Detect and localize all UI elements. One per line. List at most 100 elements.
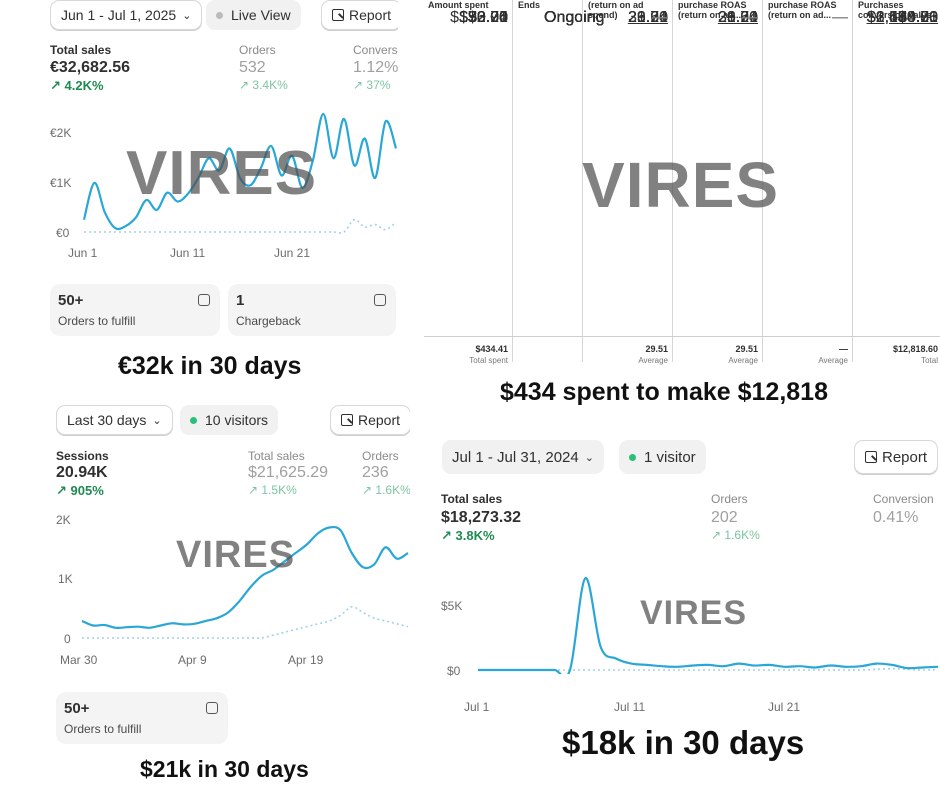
column-header[interactable]: Purchases conversion value — [858, 0, 932, 20]
watermark: VIRES — [582, 149, 780, 221]
inbox-icon — [198, 294, 210, 306]
table-cell-value[interactable]: $0.00 — [897, 9, 938, 26]
table-cell-roas1[interactable]: 26.90 — [627, 9, 668, 26]
metric-change-value: 4.2K% — [64, 78, 104, 93]
report-icon — [865, 451, 877, 463]
table-cell-spent: $0.00 — [467, 9, 508, 26]
date-range-label: Jul 1 - Jul 31, 2024 — [452, 448, 579, 466]
column-header[interactable]: (return on ad spend) — [588, 0, 644, 20]
metric-label: Total sales — [248, 449, 305, 463]
y-tick-label: €2K — [50, 126, 72, 140]
table-cell-spent: $0.00 — [467, 9, 508, 26]
column-divider — [512, 0, 513, 362]
table-cell-value[interactable]: $0.00 — [897, 9, 938, 26]
metric-change: ↗ 3.4K% — [239, 78, 288, 92]
visitors-button[interactable]: 10 visitors — [180, 405, 279, 435]
metric-change: ↗ 4.2K% — [50, 78, 104, 93]
table-cell-value[interactable]: $0.00 — [897, 9, 938, 26]
metric-change: ↗ 1.5K% — [248, 483, 297, 497]
table-cell-roas1[interactable]: 29.24 — [627, 9, 668, 26]
table-cell-spent: $73.21 — [459, 9, 508, 26]
total-roas-label: Average — [728, 356, 758, 365]
total-spent: $434.41 — [475, 344, 508, 354]
table-cell-roas2[interactable]: 33.71 — [717, 9, 758, 26]
metric-label: Convers — [353, 43, 398, 57]
table-cell-roas2[interactable]: 21.60 — [717, 9, 758, 26]
card-value: 50+ — [58, 292, 84, 309]
table-cell-roas1: — — [652, 9, 668, 26]
table-cell-roas2[interactable]: 26.90 — [717, 9, 758, 26]
metric-change-value: 1.6K% — [375, 483, 410, 497]
report-button[interactable]: Report — [321, 0, 398, 30]
column-header[interactable]: Amount spent — [428, 0, 489, 10]
y-tick-label: 0 — [64, 632, 71, 646]
live-view-button[interactable]: Live View — [206, 0, 301, 30]
table-cell-ends: Ongoing — [544, 9, 605, 26]
report-button[interactable]: Report — [854, 440, 939, 474]
clipboard-icon — [374, 294, 386, 306]
date-range-button[interactable]: Jun 1 - Jul 1, 2025 ⌄ — [50, 0, 203, 30]
x-tick-label: Jun 1 — [68, 246, 98, 260]
column-divider — [672, 0, 673, 362]
table-cell-value[interactable]: $2,140.83 — [866, 9, 938, 26]
table-cell-roas1: — — [652, 9, 668, 26]
metric-change: ↗ 905% — [56, 483, 104, 498]
table-cell-value[interactable]: $1,574.70 — [866, 9, 938, 26]
table-cell-roas2: — — [742, 9, 758, 26]
table-cell-roas1[interactable]: 21.60 — [627, 9, 668, 26]
metric-value: $21,625.29 — [248, 464, 329, 481]
column-divider — [762, 0, 763, 362]
metric-value: 20.94K — [56, 464, 108, 481]
column-header[interactable]: purchase ROAS (return on ad... — [768, 0, 837, 20]
table-cell-value[interactable]: $0.00 — [897, 9, 938, 26]
total-roas: 29.51 — [645, 344, 668, 354]
table-cell-value[interactable]: $6,608.21 — [866, 9, 938, 26]
x-tick-label: Apr 19 — [288, 653, 324, 667]
visitors-label: 1 visitor — [644, 448, 696, 466]
report-label: Report — [358, 412, 401, 428]
table-cell-roas3: — — [832, 9, 848, 26]
report-label: Report — [349, 7, 392, 23]
visitors-button[interactable]: 1 visitor — [619, 440, 706, 474]
report-icon — [332, 9, 344, 21]
x-tick-label: Jun 21 — [274, 246, 311, 260]
table-cell-roas1[interactable]: 33.71 — [627, 9, 668, 26]
table-cell-spent: $196.04 — [450, 9, 508, 26]
table-cell-roas2[interactable]: 29.24 — [717, 9, 758, 26]
date-range-button[interactable]: Last 30 days ⌄ — [56, 405, 173, 435]
table-cell-value[interactable]: $0.00 — [897, 9, 938, 26]
x-tick-label: Jul 11 — [614, 700, 646, 714]
table-cell-ends: Ongoing — [544, 9, 605, 26]
date-range-label: Last 30 days — [67, 412, 147, 428]
report-button[interactable]: Report — [330, 405, 410, 435]
chargeback-card[interactable]: 1 Chargeback — [228, 284, 396, 336]
table-cell-value[interactable]: $0.00 — [897, 9, 938, 26]
x-tick-label: Jul 21 — [768, 700, 801, 714]
table-cell-value[interactable]: $0.00 — [897, 9, 938, 26]
report-icon — [341, 414, 353, 426]
chevron-down-icon: ⌄ — [584, 451, 594, 464]
metric-change: ↗ 3.8K% — [441, 528, 495, 543]
metric-value: 1.12% — [353, 59, 398, 76]
orders-to-fulfill-card[interactable]: 50+ Orders to fulfill — [50, 284, 220, 336]
y-tick-label: €0 — [56, 226, 70, 240]
table-cell-ends: Ongoing — [544, 9, 605, 26]
table-cell-value[interactable]: $2,494.86 — [866, 9, 938, 26]
status-dot-icon — [216, 11, 223, 19]
primary-series-line — [81, 525, 409, 630]
total-roas: — — [839, 344, 848, 354]
column-header[interactable]: purchase ROAS (return on ad... — [678, 0, 747, 20]
table-cell-spent: $0.00 — [467, 9, 508, 26]
x-tick-label: Apr 9 — [178, 653, 207, 667]
card-value: 50+ — [64, 700, 90, 717]
orders-to-fulfill-card[interactable]: 50+ Orders to fulfill — [56, 692, 228, 744]
table-cell-roas3: — — [832, 9, 848, 26]
total-value-label: Total — [921, 356, 938, 365]
table-cell-roas3: — — [832, 9, 848, 26]
date-range-button[interactable]: Jul 1 - Jul 31, 2024 ⌄ — [442, 440, 604, 474]
primary-series-line — [478, 577, 939, 674]
table-cell-ends: Ongoing — [544, 9, 605, 26]
totals-divider — [424, 336, 940, 337]
column-header[interactable]: Ends — [518, 0, 541, 10]
table-cell-spent: $0.00 — [467, 9, 508, 26]
